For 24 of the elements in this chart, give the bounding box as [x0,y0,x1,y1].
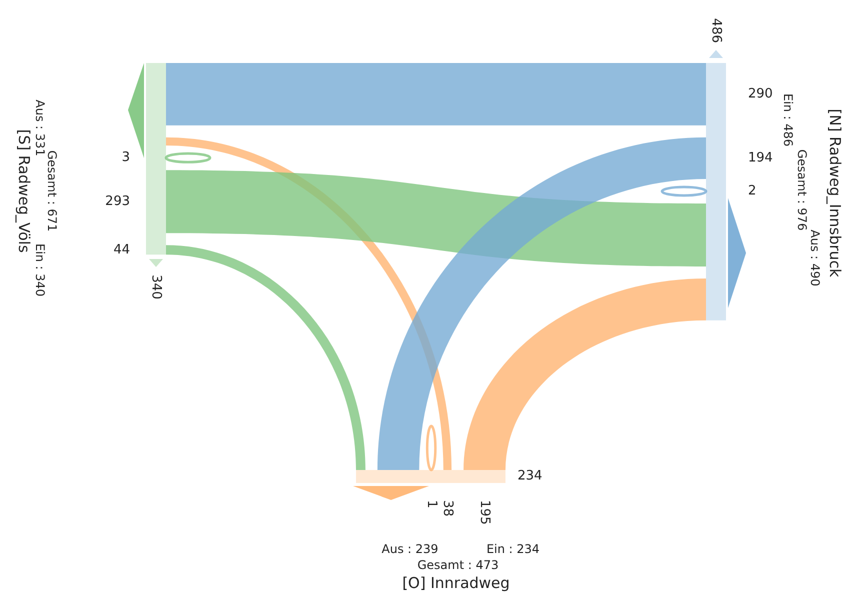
text: Aus : 490 [808,230,822,286]
text: Aus : 331 [32,100,47,156]
text: 234 [517,468,542,484]
data-label: 38 [440,500,456,517]
text: 340 [148,274,164,300]
text: Gesamt : 976 [794,149,809,231]
text: Ein : 234 [486,542,540,556]
text: Ein : 486 [780,93,795,147]
data-label: 194 [748,150,773,166]
text: Ein : 340 [32,243,47,297]
data-label: 2 [748,184,756,199]
category-label: [N] Radweg_Innsbruck [826,108,844,278]
text: Gesamt : 473 [417,558,499,572]
data-label: 290 [748,86,773,102]
text: Aus : 239 [382,542,438,556]
category-label: [O] Innradweg [402,574,510,592]
data-label: 44 [113,242,130,258]
text: 486 [708,18,724,43]
data-label: 195 [477,500,492,525]
text: Gesamt : 671 [44,150,59,232]
data-label: 1 [424,500,439,508]
data-label: 293 [105,194,130,210]
data-label: 3 [122,150,130,166]
category-label: [S] Radweg_Völs [15,129,34,253]
